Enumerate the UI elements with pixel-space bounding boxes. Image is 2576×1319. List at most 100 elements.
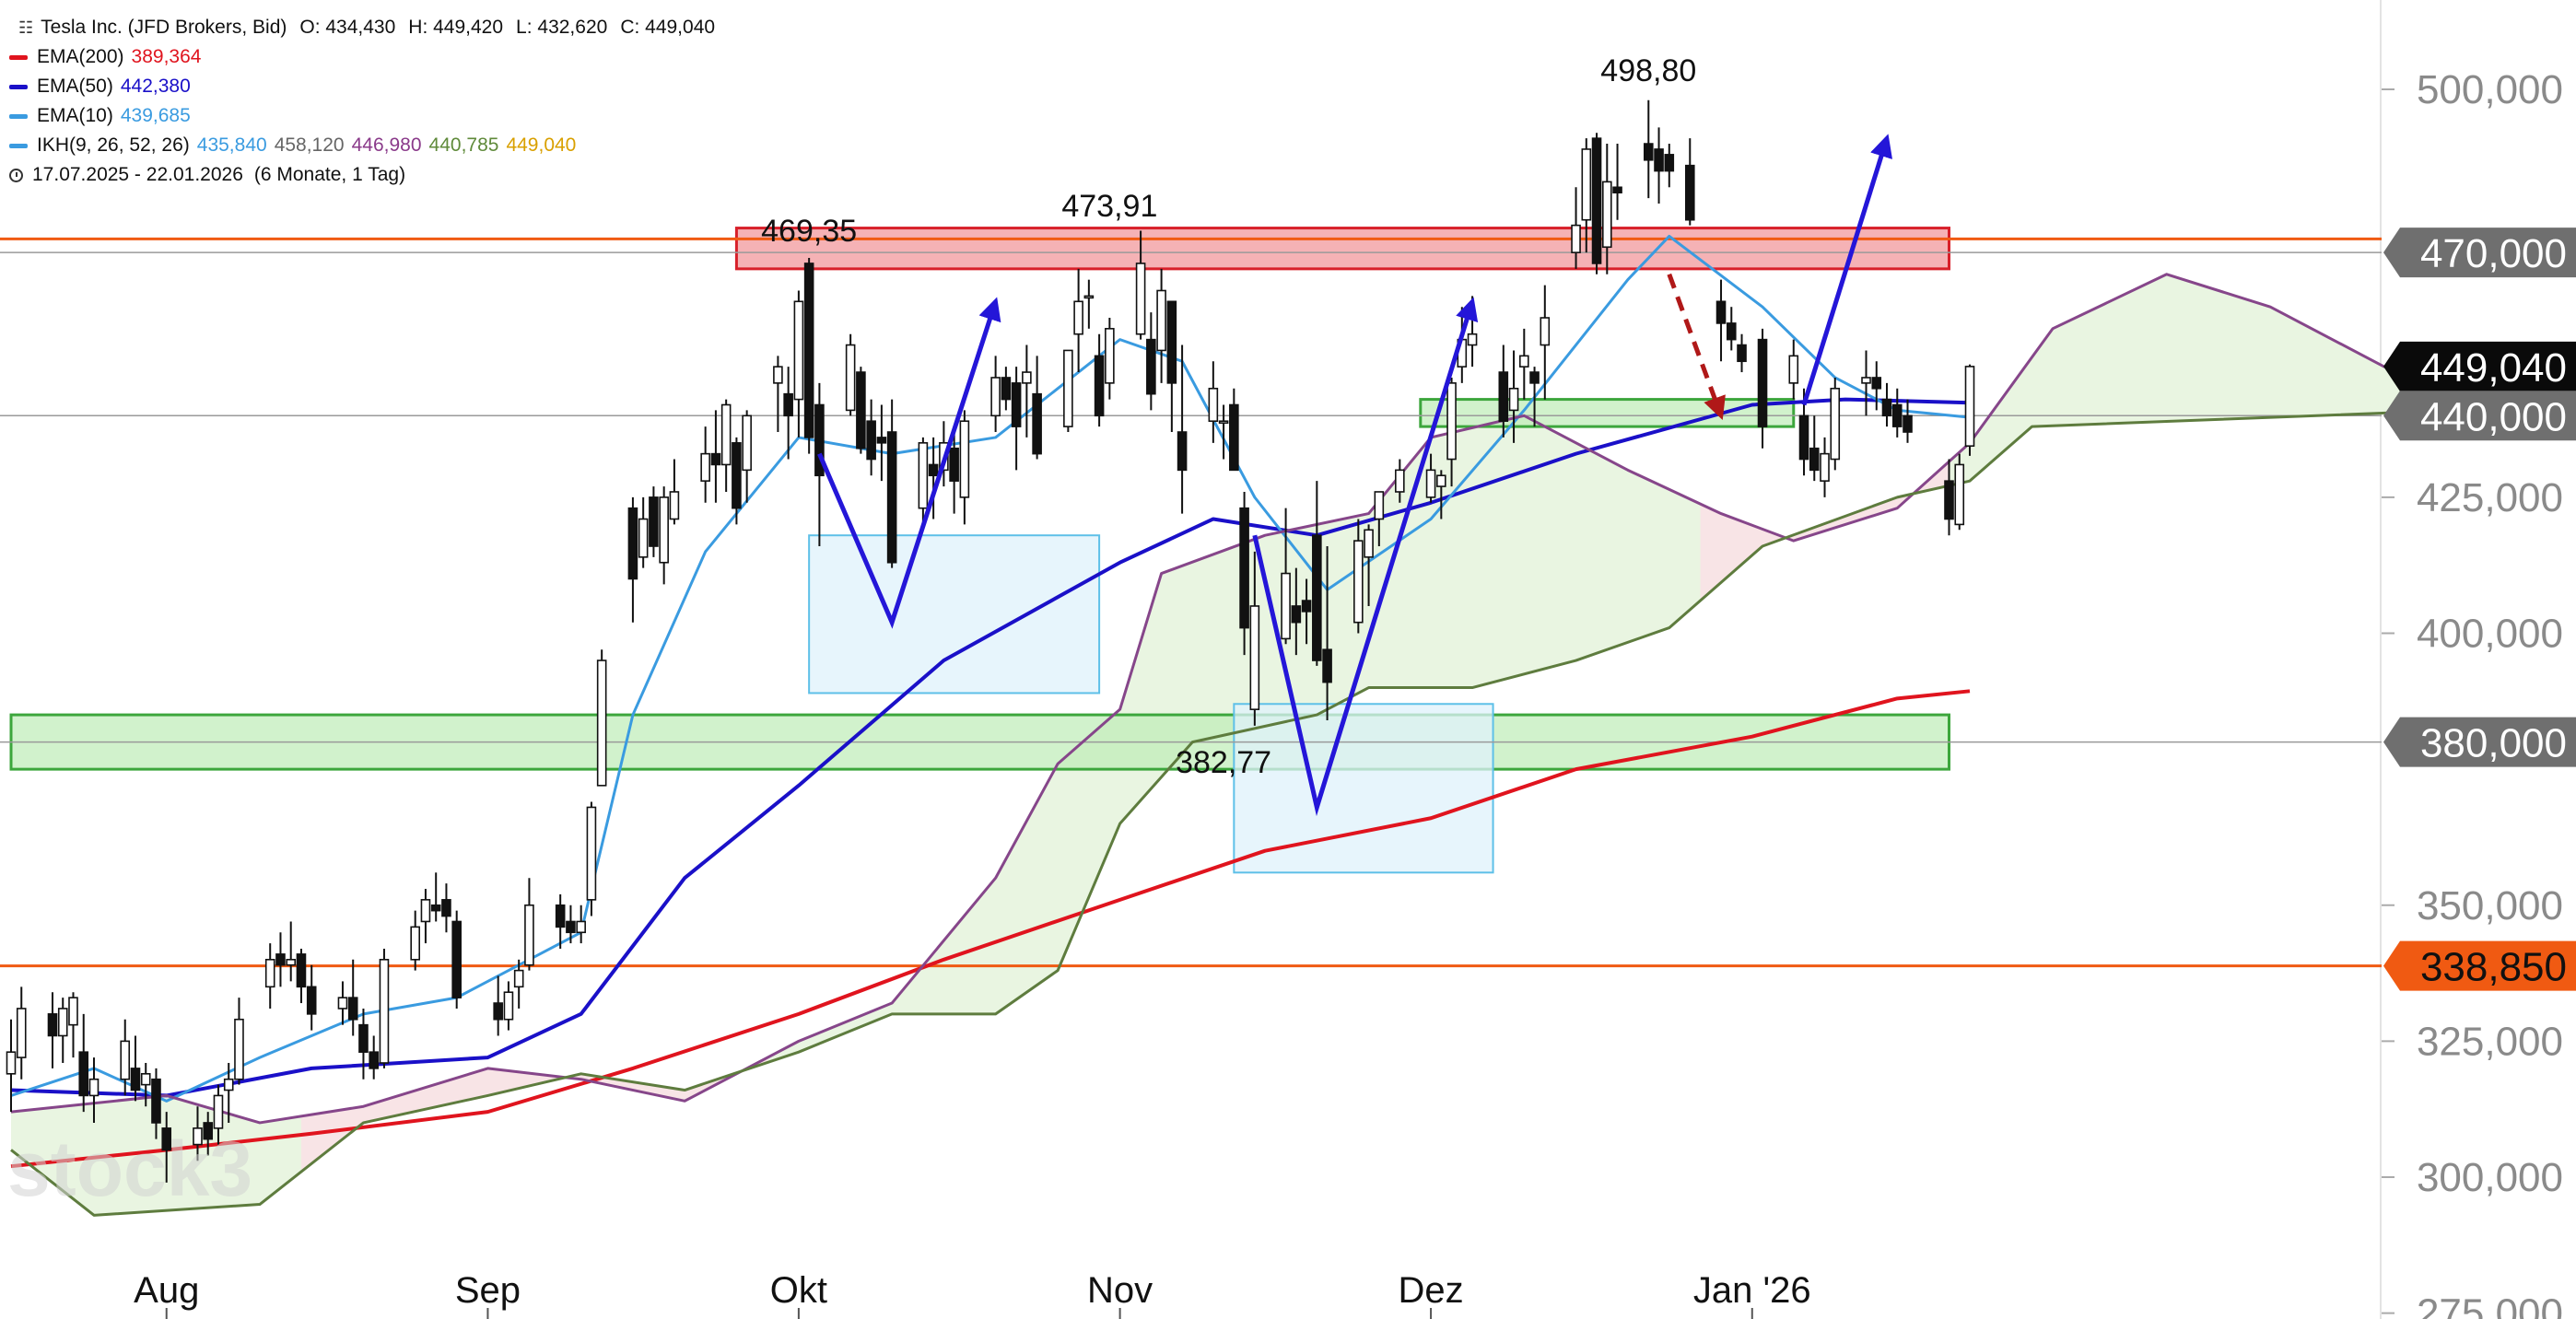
x-tick-label: Sep [455, 1270, 521, 1311]
candle [1654, 127, 1664, 204]
candle-body-up [1374, 491, 1385, 520]
candle [358, 1008, 369, 1080]
candle-body-down [151, 1078, 161, 1124]
price-label-text: 449,040 [2420, 345, 2567, 391]
candle-body-down [493, 1002, 503, 1021]
candle [1715, 279, 1727, 362]
candle-body-down [1643, 143, 1654, 161]
candle-body-down [1032, 392, 1042, 455]
candle [1871, 361, 1882, 411]
price-annotation: 473,91 [1061, 189, 1157, 224]
legend-ema50[interactable]: EMA(50) 442,380 [6, 72, 715, 101]
candle [1374, 491, 1385, 547]
candle [410, 910, 420, 971]
candle-body-up [1508, 387, 1519, 412]
candle [88, 1057, 100, 1123]
candle [845, 333, 856, 416]
x-tick-label: Okt [770, 1270, 827, 1311]
candle [803, 258, 814, 454]
y-axis-background [2382, 0, 2576, 1319]
ikh-value-5: 449,040 [506, 134, 577, 156]
candle-body-down [275, 953, 286, 966]
candle [1364, 524, 1374, 606]
candle [264, 943, 275, 1009]
candle [1964, 364, 1975, 456]
box-zone [1233, 703, 1494, 874]
candle [576, 905, 586, 944]
candle-body-up [1436, 474, 1446, 487]
candle [566, 905, 576, 944]
x-tick-label: Jan '26 [1693, 1270, 1811, 1311]
candle-body-down [1798, 414, 1809, 461]
candle-body-up [1830, 387, 1841, 461]
candle-body-up [1105, 328, 1115, 384]
candle [286, 921, 297, 982]
ema50-value: 442,380 [120, 76, 191, 97]
candle-body-up [1964, 366, 1975, 447]
candle-body-up [918, 442, 929, 509]
ikh-value-2: 458,120 [274, 134, 345, 156]
candle-body-up [68, 997, 78, 1026]
candle-body-down [1094, 355, 1105, 417]
y-tick-label: 400,000 [2417, 612, 2563, 657]
candle [379, 948, 390, 1068]
candle [886, 399, 897, 568]
candle [1881, 382, 1892, 427]
legend-ema10[interactable]: EMA(10) 439,685 [6, 101, 715, 131]
candle [659, 486, 669, 585]
blue-trend-arrow [817, 297, 1001, 629]
stock3-watermark-logo: stock3 [7, 1126, 252, 1212]
candle [1436, 470, 1446, 519]
candle [773, 356, 783, 433]
candle-body-up [1281, 572, 1291, 640]
candle [213, 1084, 224, 1145]
candle-body-up [1022, 371, 1032, 384]
candle [1581, 138, 1592, 253]
candle-body-down [856, 371, 866, 449]
candle [1601, 144, 1612, 274]
price-label-tag [2383, 391, 2576, 441]
candle [1726, 307, 1737, 351]
candle [627, 496, 638, 623]
ikh-value-3: 446,980 [351, 134, 422, 156]
candle [638, 496, 649, 568]
candle-body-up [773, 366, 783, 384]
ema10-value: 439,685 [120, 105, 191, 126]
candle [513, 959, 524, 1009]
price-label-tag [2383, 717, 2576, 767]
candle [47, 992, 58, 1068]
candle [223, 1062, 234, 1123]
candle-body-up [720, 403, 732, 466]
ema200-value: 389,364 [131, 46, 202, 67]
candle [1529, 367, 1540, 427]
candle [1094, 333, 1105, 427]
candle-body-down [1591, 137, 1602, 264]
candle-body-down [803, 263, 814, 438]
candle-body-up [793, 300, 804, 401]
candle [16, 986, 27, 1080]
candle [1208, 361, 1219, 443]
price-annotation: 382,77 [1176, 745, 1271, 780]
candle-body-down [1726, 322, 1737, 341]
y-tick-label: 275,000 [2417, 1291, 2563, 1319]
ema50-line [10, 397, 1971, 1098]
candle-body-up [959, 420, 970, 498]
candle [369, 1035, 380, 1080]
legend-ema200[interactable]: EMA(200) 389,364 [6, 42, 715, 72]
candle [503, 981, 514, 1031]
candle [1281, 508, 1291, 645]
candle [1612, 144, 1622, 220]
ema50-swatch [9, 84, 28, 89]
candle [1788, 339, 1799, 400]
ema50-label: EMA(50) [37, 76, 113, 97]
candle [1249, 551, 1260, 726]
legend-ikh[interactable]: IKH(9, 26, 52, 26) 435,840 458,120 446,9… [6, 131, 715, 160]
candle-body-up [6, 1051, 17, 1075]
candle [1944, 459, 1954, 536]
ema200-label: EMA(200) [37, 46, 124, 67]
candle [596, 649, 607, 787]
candle [1322, 546, 1332, 720]
candle-body-down [430, 904, 441, 912]
candle-body-down [358, 1023, 369, 1053]
